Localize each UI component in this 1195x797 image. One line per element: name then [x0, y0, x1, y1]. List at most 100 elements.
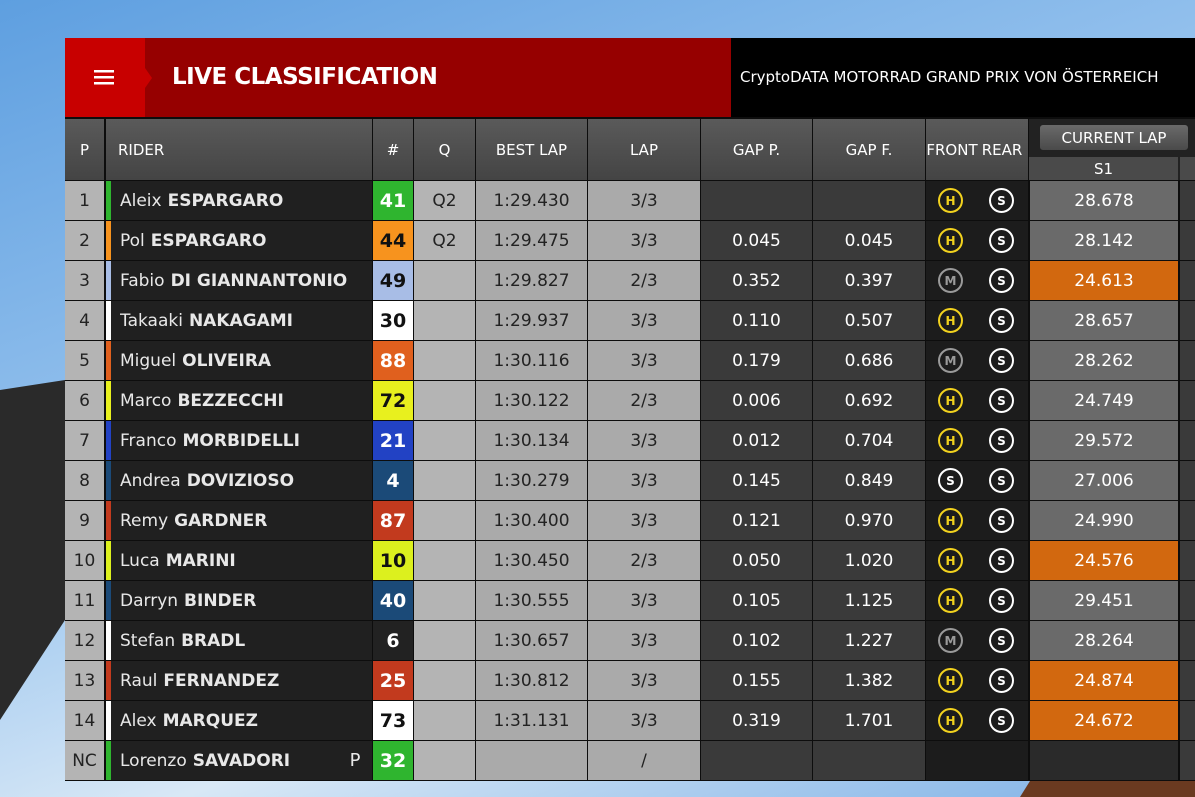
rider-name: Lorenzo SAVADORI — [120, 741, 360, 780]
gap-previous: 0.155 — [701, 661, 812, 700]
q-cell — [414, 461, 475, 500]
lap: 2/3 — [588, 261, 700, 300]
best-lap: 1:30.400 — [476, 501, 587, 540]
sector-1: 28.264 — [1030, 621, 1178, 660]
q-cell: Q2 — [414, 181, 475, 220]
tyre-front: H — [938, 548, 963, 573]
gap-first — [813, 741, 925, 780]
rider-name: Luca MARINI — [120, 541, 360, 580]
gap-previous: 0.050 — [701, 541, 812, 580]
best-lap: 1:30.122 — [476, 381, 587, 420]
team-stripe — [106, 301, 111, 340]
first-name: Takaaki — [120, 310, 183, 331]
best-lap: 1:30.116 — [476, 341, 587, 380]
lap: 3/3 — [588, 221, 700, 260]
lap: 3/3 — [588, 621, 700, 660]
position: 7 — [65, 421, 104, 460]
gap-previous: 0.105 — [701, 581, 812, 620]
position: 14 — [65, 701, 104, 740]
rider-name: Fabio DI GIANNANTONIO — [120, 261, 360, 300]
tyre-front: M — [938, 628, 963, 653]
q-cell — [414, 621, 475, 660]
tyre-rear: S — [989, 228, 1014, 253]
menu-icon — [94, 70, 114, 85]
gap-first: 1.382 — [813, 661, 925, 700]
title: LIVE CLASSIFICATION — [172, 64, 438, 90]
first-name: Aleix — [120, 190, 162, 211]
next-sector — [1180, 181, 1195, 220]
rider-cell — [106, 461, 372, 500]
rider-number: 6 — [373, 621, 413, 660]
gap-first: 0.849 — [813, 461, 925, 500]
first-name: Marco — [120, 390, 172, 411]
sector-1: 24.749 — [1030, 381, 1178, 420]
tyre-front: H — [938, 228, 963, 253]
gap-first: 1.227 — [813, 621, 925, 660]
rider-name: Aleix ESPARGARO — [120, 181, 360, 220]
last-name: NAKAGAMI — [188, 310, 294, 331]
first-name: Andrea — [120, 470, 181, 491]
sector-1: 28.657 — [1030, 301, 1178, 340]
gap-first: 0.507 — [813, 301, 925, 340]
team-stripe — [106, 421, 111, 460]
event-bar — [731, 38, 1195, 117]
rider-number: 10 — [373, 541, 413, 580]
team-stripe — [106, 341, 111, 380]
rider-number: 40 — [373, 581, 413, 620]
first-name: Fabio — [120, 270, 165, 291]
col-header: GAP F. — [813, 119, 925, 180]
last-name: DOVIZIOSO — [186, 470, 295, 491]
tyre-rear: S — [989, 348, 1014, 373]
q-cell — [414, 341, 475, 380]
rider-cell — [106, 621, 372, 660]
tyre-rear: S — [989, 508, 1014, 533]
first-name: Alex — [120, 710, 157, 731]
q-cell — [414, 301, 475, 340]
best-lap: 1:31.131 — [476, 701, 587, 740]
rider-number: 4 — [373, 461, 413, 500]
lap: 3/3 — [588, 301, 700, 340]
flag: P — [349, 750, 361, 771]
sector-1 — [1030, 741, 1178, 780]
team-stripe — [106, 541, 111, 580]
next-sector — [1180, 261, 1195, 300]
lap: 3/3 — [588, 461, 700, 500]
last-name: BRADL — [181, 630, 246, 651]
tyre-front: H — [938, 188, 963, 213]
best-lap: 1:30.134 — [476, 421, 587, 460]
next-sector — [1180, 541, 1195, 580]
q-cell — [414, 581, 475, 620]
gap-previous: 0.012 — [701, 421, 812, 460]
rider-cell — [106, 381, 372, 420]
next-sector — [1180, 341, 1195, 380]
rider-number: 49 — [373, 261, 413, 300]
lap: 3/3 — [588, 501, 700, 540]
first-name: Lorenzo — [120, 750, 187, 771]
rider-name: Franco MORBIDELLI — [120, 421, 360, 460]
first-name: Darryn — [120, 590, 179, 611]
tyre-front: M — [938, 348, 963, 373]
tyre-front: H — [938, 508, 963, 533]
col-header: CURRENT LAP — [1039, 124, 1189, 151]
tyre-rear: S — [989, 388, 1014, 413]
notch — [145, 68, 152, 88]
menu-button[interactable] — [65, 38, 145, 117]
lap: 3/3 — [588, 341, 700, 380]
next-sector — [1180, 741, 1195, 780]
last-name: ESPARGARO — [167, 190, 284, 211]
position: 3 — [65, 261, 104, 300]
gap-first: 0.970 — [813, 501, 925, 540]
col-header: # — [373, 119, 413, 180]
tyre-rear: S — [989, 188, 1014, 213]
first-name: Remy — [120, 510, 169, 531]
best-lap — [476, 741, 587, 780]
first-name: Stefan — [120, 630, 176, 651]
sector-1: 24.874 — [1030, 661, 1178, 700]
team-stripe — [106, 621, 111, 660]
sector-1: 28.262 — [1030, 341, 1178, 380]
rider-cell — [106, 181, 372, 220]
event-name: CryptoDATA MOTORRAD GRAND PRIX VON ÖSTER… — [740, 68, 1159, 86]
tyre-cell — [926, 741, 1028, 780]
last-name: MORBIDELLI — [182, 430, 300, 451]
